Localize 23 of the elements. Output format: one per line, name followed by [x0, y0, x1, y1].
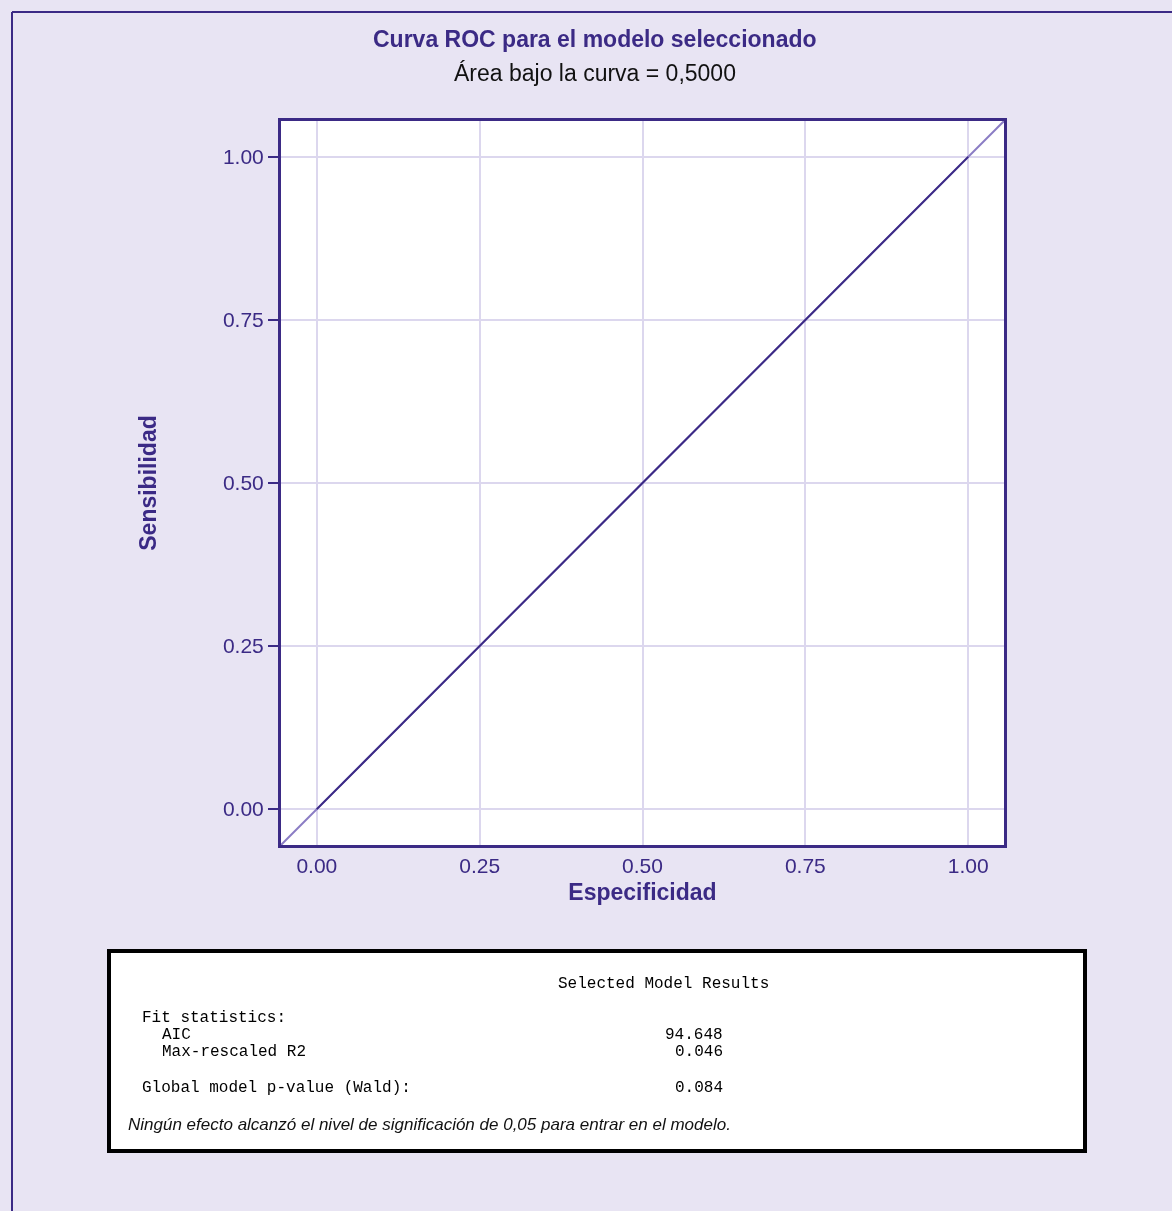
y-tick-label: 0.00 [222, 797, 264, 821]
x-tick-label: 0.75 [784, 854, 826, 878]
x-tick-label: 1.00 [947, 854, 989, 878]
text: Selected Model Results [558, 975, 770, 993]
chart-subtitle: Área bajo la curva = 0,5000 [454, 60, 736, 86]
y-tick-label: 0.25 [222, 634, 264, 658]
x-tick-label: 0.25 [459, 854, 501, 878]
text: Global model p-value (Wald): [142, 1079, 411, 1097]
y-tick-label: 1.00 [222, 145, 264, 169]
text: Ningún efecto alcanzó el nivel de significación de 0,05 para entrar en el modelo. [128, 1115, 731, 1134]
y-tick-label: 0.75 [222, 308, 264, 332]
y-axis-title: Sensibilidad [135, 415, 162, 551]
text: 94.648 [665, 1026, 723, 1044]
x-axis-title: Especificidad [568, 878, 717, 905]
text: AIC [162, 1026, 191, 1044]
x-tick-label: 0.50 [622, 854, 663, 878]
text: Max-rescaled R2 [162, 1043, 307, 1061]
text: 0.084 [675, 1079, 724, 1097]
text: Fit statistics: [142, 1009, 287, 1027]
x-tick-label: 0.00 [296, 854, 338, 878]
chart-title: Curva ROC para el modelo seleccionado [373, 26, 817, 52]
y-tick-label: 0.50 [222, 471, 264, 495]
text: 0.046 [675, 1043, 724, 1061]
